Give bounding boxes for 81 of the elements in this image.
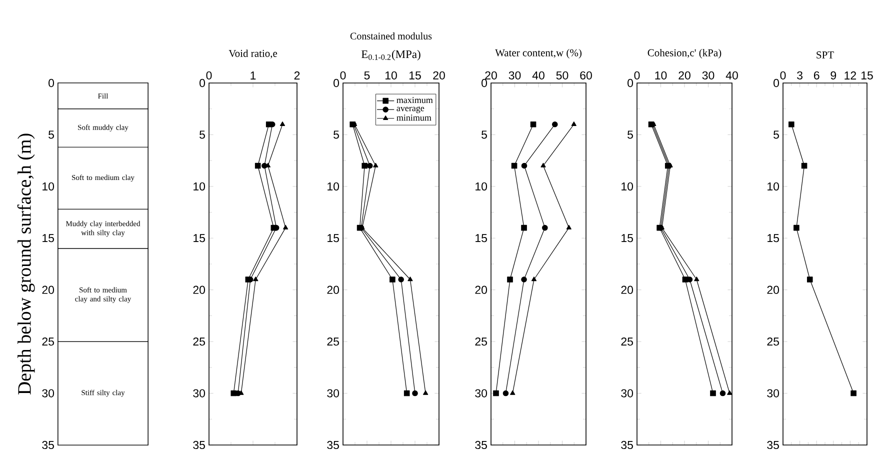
x-tick-label: 0: [634, 71, 640, 80]
y-tick-label: 35: [475, 440, 487, 450]
chart-title: SPT: [816, 51, 834, 58]
x-tick-label: 0: [780, 71, 786, 80]
y-tick-label: 25: [767, 337, 779, 346]
y-tick-label: 10: [622, 182, 634, 190]
y-tick-label: 35: [42, 440, 54, 450]
chart-title: Constained modulus: [350, 32, 432, 40]
chart-title: Cohesion,c' (kPa): [648, 48, 722, 58]
y-tick-label: 25: [475, 337, 487, 346]
y-tick-label: 25: [621, 337, 633, 346]
y-tick-label: 0: [628, 78, 634, 88]
x-tick-label: 40: [726, 71, 738, 80]
y-tick-label: 15: [42, 234, 54, 242]
x-tick-label: 50: [556, 71, 568, 80]
x-tick-label: 30: [702, 71, 714, 80]
y-tick-label: 0: [334, 78, 340, 88]
y-tick-label: 10: [194, 182, 206, 190]
y-tick-label: 35: [621, 440, 633, 450]
y-tick-label: 5: [200, 130, 205, 139]
y-tick-label: 30: [475, 389, 488, 398]
y-tick-label: 30: [767, 389, 780, 398]
y-tick-label: 0: [482, 78, 488, 88]
x-tick-label: 6: [814, 71, 820, 80]
y-tick-label: 10: [768, 182, 780, 190]
y-tick-label: 35: [193, 440, 205, 450]
x-tick-label: 10: [655, 71, 667, 80]
y-tick-label: 30: [193, 389, 206, 398]
x-tick-label: 20: [433, 71, 445, 80]
y-tick-label: 10: [476, 182, 488, 190]
y-tick-label: 25: [42, 337, 54, 346]
x-tick-label: 40: [532, 71, 544, 80]
x-tick-label: 15: [861, 71, 873, 80]
legend-label: maximum: [396, 97, 433, 104]
y-tick-label: 10: [42, 182, 54, 190]
y-tick-label: 20: [193, 286, 206, 294]
y-tick-label: 25: [327, 337, 339, 346]
y-tick-label: 20: [42, 286, 54, 294]
y-axis-title: Depth below ground surface,h (m): [17, 134, 35, 395]
y-tick-label: 20: [621, 286, 634, 294]
y-tick-label: 5: [774, 130, 779, 139]
y-tick-label: 0: [774, 78, 780, 88]
y-tick-label: 30: [621, 389, 634, 398]
y-tick-label: 30: [42, 389, 54, 398]
y-tick-label: 15: [622, 234, 633, 242]
y-tick-label: 5: [628, 130, 633, 139]
legend-label: minimum: [396, 114, 432, 121]
x-tick-label: 20: [678, 71, 690, 80]
x-tick-label: 0: [340, 71, 346, 80]
chart-subtitle: E$_{0.1-0.2}$(MPa): [361, 50, 420, 60]
legend-label: average: [396, 106, 424, 114]
y-tick-label: 30: [327, 389, 340, 398]
y-tick-label: 5: [48, 130, 54, 139]
y-tick-label: 5: [482, 130, 487, 139]
y-tick-label: 0: [48, 78, 54, 88]
y-tick-label: 15: [194, 234, 205, 242]
x-tick-label: 60: [580, 71, 592, 80]
y-tick-label: 25: [193, 337, 205, 346]
x-tick-label: 15: [409, 71, 421, 80]
x-tick-label: 0: [206, 71, 212, 80]
x-tick-label: 30: [508, 71, 521, 80]
y-tick-label: 0: [200, 78, 206, 88]
y-tick-label: 15: [768, 234, 779, 242]
y-tick-label: 20: [767, 286, 780, 294]
y-tick-label: 15: [476, 234, 487, 242]
chart-title: Water content,w (%): [495, 48, 582, 58]
y-tick-label: 35: [767, 440, 779, 450]
y-tick-label: 10: [328, 182, 340, 190]
x-tick-label: 3: [797, 71, 802, 80]
y-tick-label: 35: [327, 440, 339, 450]
x-tick-label: 12: [844, 71, 856, 80]
chart-title: Void ratio,e: [228, 50, 278, 58]
y-tick-label: 20: [327, 286, 340, 294]
x-tick-label: 5: [364, 71, 370, 80]
y-tick-label: 15: [328, 234, 339, 242]
y-tick-label: 5: [334, 130, 339, 139]
x-tick-label: 10: [385, 71, 397, 80]
x-tick-label: 9: [830, 71, 836, 80]
x-tick-label: 2: [294, 71, 300, 80]
y-tick-label: 20: [475, 286, 488, 294]
x-tick-label: 1: [250, 72, 256, 80]
